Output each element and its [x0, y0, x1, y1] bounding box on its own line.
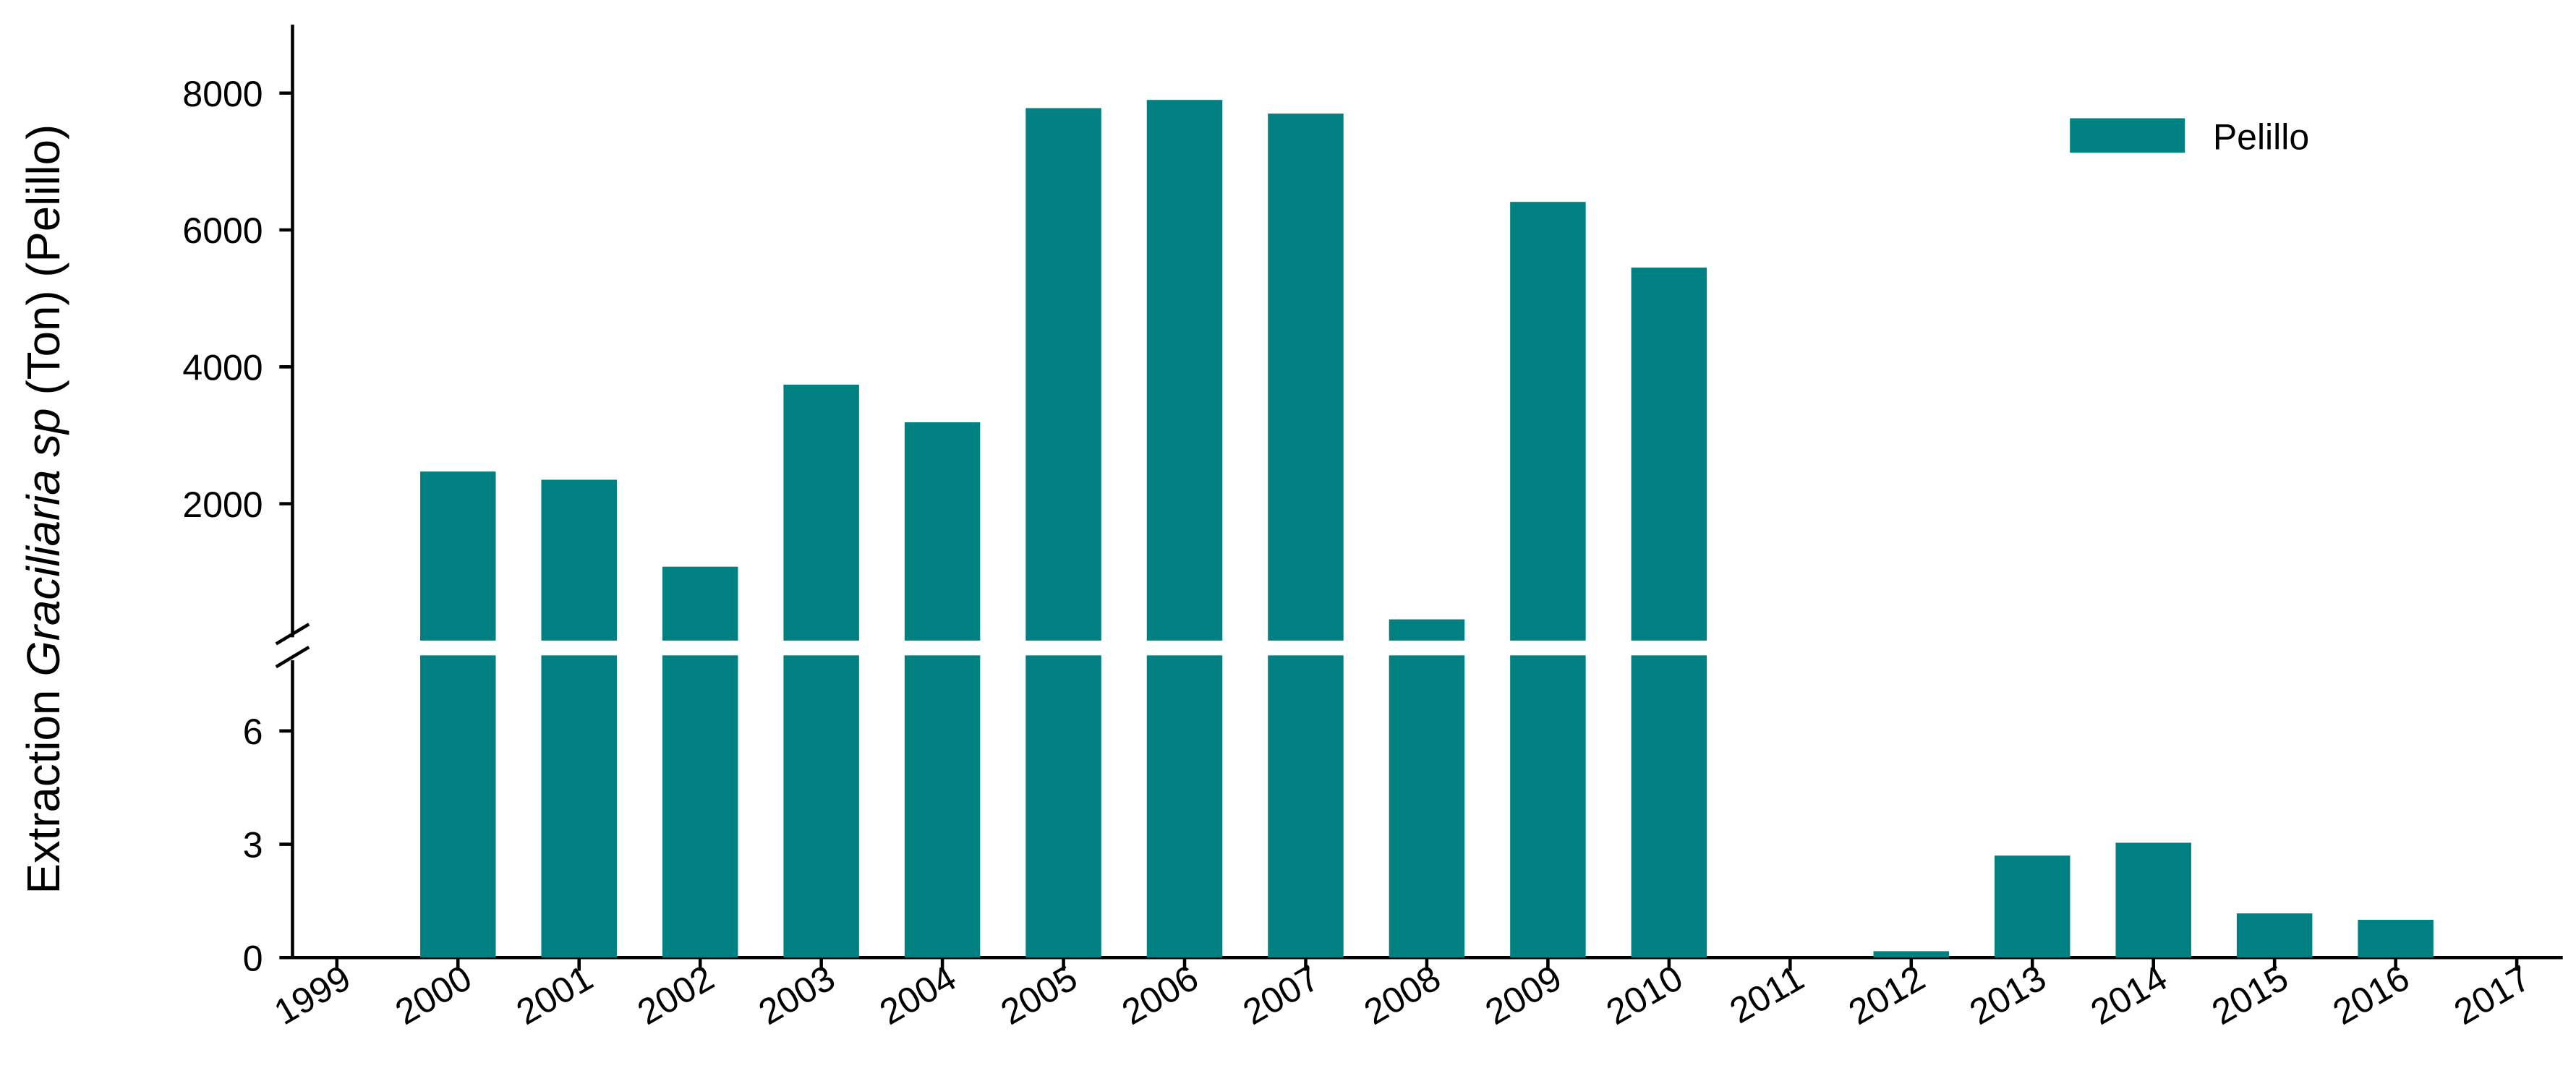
x-tick-label: 2007 — [1236, 957, 1326, 1033]
bar-lower — [420, 655, 496, 958]
y-tick-label: 4000 — [182, 347, 263, 388]
y-label-part: Graciliaria sp — [18, 409, 69, 677]
bar-upper — [1510, 202, 1586, 641]
y-tick-label: 2000 — [182, 484, 263, 525]
bar-lower — [1146, 655, 1223, 958]
bar-lower — [541, 655, 617, 958]
y-tick-label: 8000 — [182, 74, 263, 114]
bar-lower — [1389, 655, 1465, 958]
bar-upper — [1631, 268, 1707, 641]
bar-upper — [783, 384, 859, 641]
x-tick-label: 2012 — [1842, 957, 1932, 1033]
bar-lower — [783, 655, 859, 958]
x-tick-label: 2008 — [1357, 957, 1447, 1033]
bar-upper — [1268, 114, 1344, 641]
x-tick-label: 2013 — [1963, 957, 2052, 1033]
x-tick-label: 2010 — [1600, 957, 1689, 1033]
x-tick-label: 2011 — [1723, 957, 1810, 1031]
y-tick-label: 0 — [243, 938, 263, 978]
y-label-part: (Ton) (Pelillo) — [18, 124, 69, 396]
legend-label: Pelillo — [2213, 117, 2309, 158]
bar-lower — [1025, 655, 1101, 958]
bar — [2236, 913, 2313, 958]
legend-swatch — [2070, 118, 2185, 153]
bar-upper — [662, 566, 738, 641]
y-axis-label: Extraction Graciliaria sp (Ton) (Pelillo) — [18, 124, 69, 894]
x-tick-label: 1999 — [268, 957, 357, 1033]
bar-upper — [1389, 619, 1465, 641]
x-tick-label: 2006 — [1115, 957, 1205, 1033]
x-tick-label: 2001 — [510, 957, 600, 1033]
bar — [1873, 951, 1950, 958]
x-tick-label: 2017 — [2447, 957, 2537, 1033]
bar-lower — [1631, 655, 1707, 958]
bar-upper — [1025, 108, 1101, 641]
y-label-part: Extraction — [18, 690, 69, 894]
x-tick-label: 2000 — [388, 957, 478, 1033]
x-tick-label: 2002 — [631, 957, 720, 1033]
bar — [1994, 855, 2070, 958]
x-tick-label: 2005 — [994, 957, 1083, 1033]
bar — [2358, 920, 2434, 958]
axis-break — [275, 646, 310, 669]
x-tick-label: 2003 — [752, 957, 842, 1033]
axis-break — [275, 623, 310, 646]
bar-lower — [1268, 655, 1344, 958]
bar-upper — [904, 422, 981, 641]
y-tick-label: 6000 — [182, 210, 263, 251]
bar-lower — [904, 655, 981, 958]
bar-upper — [420, 471, 496, 641]
bar-lower — [1510, 655, 1586, 958]
y-tick-label: 3 — [243, 825, 263, 866]
x-tick-label: 2009 — [1478, 957, 1568, 1033]
x-tick-label: 2004 — [873, 957, 963, 1033]
x-tick-label: 2016 — [2326, 957, 2416, 1033]
y-tick-label: 6 — [243, 712, 263, 752]
x-tick-label: 2014 — [2084, 957, 2174, 1033]
x-tick-label: 2015 — [2205, 957, 2295, 1033]
bar — [2115, 842, 2191, 958]
bar-lower — [662, 655, 738, 958]
bar-upper — [541, 479, 617, 641]
bar-upper — [1146, 100, 1223, 641]
